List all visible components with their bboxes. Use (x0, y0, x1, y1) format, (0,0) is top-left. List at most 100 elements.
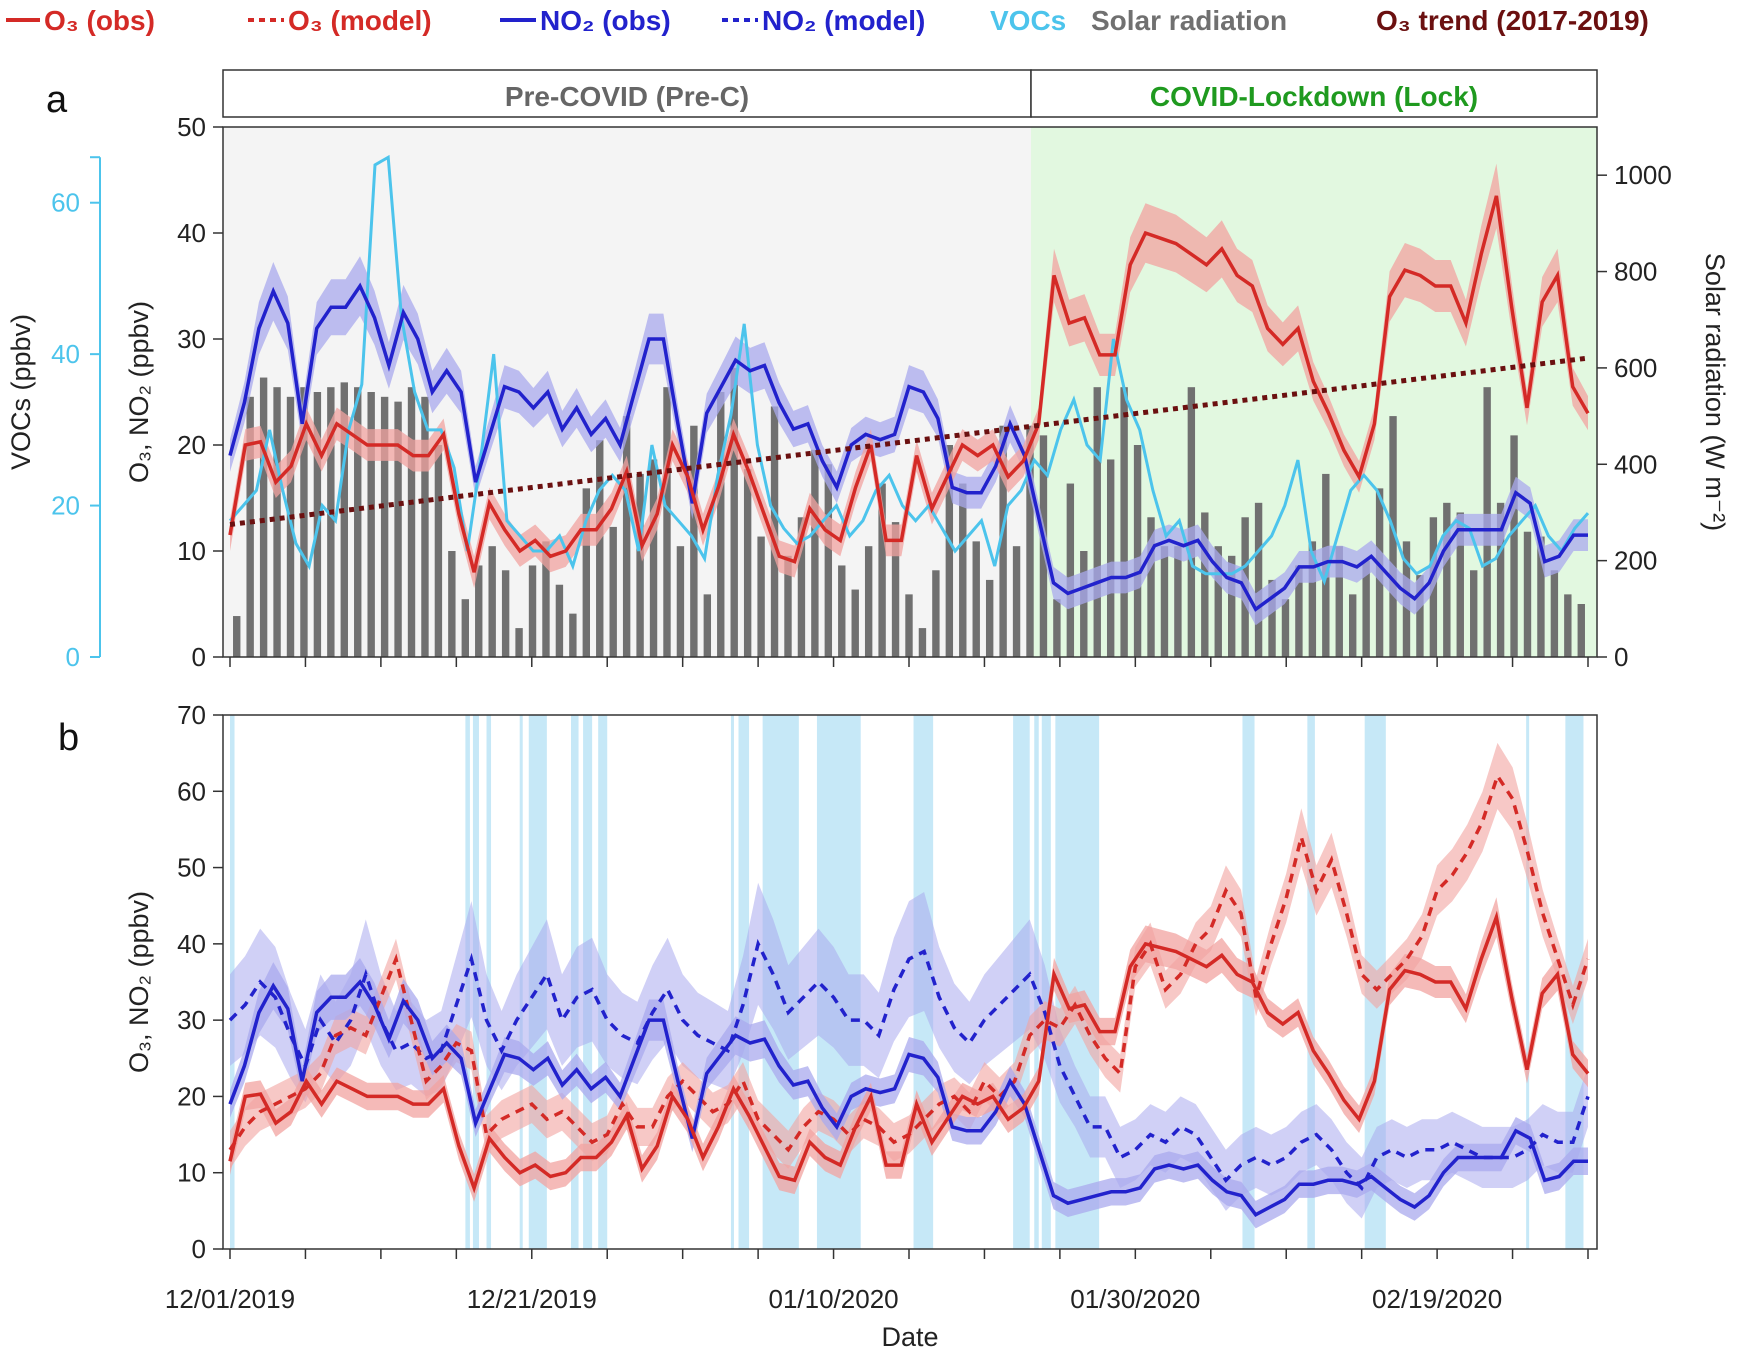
no2-model-line (228, 938, 1590, 1191)
solar-bar (1537, 536, 1545, 657)
solar-bar (1093, 387, 1101, 657)
pre-covid-label: Pre-COVID (Pre-C) (505, 81, 749, 112)
solar-bar (676, 546, 685, 657)
rain-period (1526, 715, 1530, 1249)
x-tick-label: 12/21/2019 (467, 1284, 597, 1314)
solar-bar (838, 565, 846, 657)
solar-bar (1066, 483, 1075, 657)
lockdown-label: COVID-Lockdown (Lock) (1150, 81, 1478, 112)
left-tick-label-b: 10 (177, 1158, 206, 1188)
solar-bar (1295, 565, 1303, 657)
solar-bar (1160, 546, 1169, 657)
solar-bar (649, 459, 658, 657)
solar-bar (569, 613, 577, 657)
legend-solar: Solar radiation (1091, 5, 1287, 36)
solar-bar (1106, 459, 1115, 657)
solar-bar (421, 396, 429, 657)
left-tick-label-a: 20 (177, 430, 206, 460)
panel-b-axes: 0 10 20 30 40 50 60 70 12/01/2019 12/21/2019 01/10… (165, 700, 1589, 1314)
solar-bar (932, 570, 940, 657)
panel-a-series (228, 154, 1590, 612)
solar-bar (1416, 575, 1424, 657)
left-tick-label-a: 10 (177, 536, 206, 566)
solar-bar (959, 483, 967, 657)
solar-bar (1268, 579, 1276, 657)
x-tick-label: 02/19/2020 (1372, 1284, 1502, 1314)
solar-tick-label: 0 (1614, 642, 1628, 672)
solar-bar (784, 555, 792, 657)
x-tick-label: 01/30/2020 (1070, 1284, 1200, 1314)
left-tick-label-b: 0 (192, 1234, 206, 1264)
period-header: Pre-COVID (Pre-C) COVID-Lockdown (Lock) (222, 69, 1598, 118)
no2-obs-line (228, 979, 1588, 1217)
solar-bar (878, 483, 886, 657)
rain-period (730, 715, 734, 1249)
o3-trend-line (229, 355, 1589, 527)
panel-a-frame (222, 126, 1598, 658)
solar-tick-label: 200 (1614, 546, 1657, 576)
solar-bar (1254, 502, 1263, 657)
solar-bar (945, 445, 954, 657)
vocs-tick-label: 20 (51, 491, 80, 521)
left-tick-label-a: 0 (192, 642, 206, 672)
solar-bar (394, 401, 402, 657)
solar-bar (300, 387, 308, 657)
solar-bar (1335, 546, 1343, 657)
panel-a-letter: a (46, 79, 68, 121)
solar-bar (259, 377, 268, 657)
o3-obs-line (228, 195, 1590, 573)
vocs-axis-label: VOCs (ppbv) (6, 314, 36, 470)
solar-bar (918, 628, 927, 657)
solar-bar (407, 387, 416, 657)
x-axis-label: Date (881, 1322, 938, 1352)
solar-bar (1120, 387, 1128, 657)
solar-bar (528, 565, 537, 657)
solar-bar (596, 440, 604, 657)
legend: O₃ (obs) O₃ (model) NO₂ (obs) NO₂ (model… (6, 5, 1649, 36)
solar-bar (1564, 594, 1572, 657)
solar-bar (1053, 599, 1061, 657)
solar-bar (501, 570, 510, 657)
solar-bar (1227, 555, 1236, 657)
solar-bar (233, 616, 241, 657)
vocs-line (228, 154, 1590, 586)
panel-b: 0 10 20 30 40 50 60 70 12/01/2019 12/21/2019 01/10… (124, 700, 1598, 1352)
left-tick-label-a: 50 (177, 112, 206, 142)
left-tick-label-b: 60 (177, 776, 206, 806)
solar-bar (864, 546, 873, 657)
solar-bar (1349, 594, 1357, 657)
solar-bar (851, 589, 859, 657)
solar-bar (1281, 599, 1290, 657)
solar-bar (663, 387, 671, 657)
no2-obs-line (228, 282, 1588, 612)
x-tick-label: 01/10/2020 (768, 1284, 898, 1314)
legend-o3-model: O₃ (model) (288, 5, 432, 36)
solar-bar (273, 387, 281, 657)
solar-bar (1443, 502, 1451, 657)
solar-bar (730, 367, 738, 657)
vocs-tick-label: 40 (51, 339, 80, 369)
solar-bar (354, 387, 362, 657)
left-tick-label-b: 30 (177, 1005, 206, 1035)
left-tick-label-a: 30 (177, 324, 206, 354)
left-tick-label-a: 40 (177, 218, 206, 248)
solar-bar (1308, 541, 1317, 657)
solar-bar (515, 628, 523, 657)
panel-b-letter: b (58, 717, 79, 759)
solar-tick-label: 1000 (1614, 160, 1672, 190)
legend-o3-obs: O₃ (obs) (44, 5, 155, 36)
left-tick-label-b: 50 (177, 853, 206, 883)
solar-bar (797, 517, 806, 657)
solar-bar (1496, 502, 1505, 657)
solar-bar (340, 382, 348, 657)
solar-tick-label: 600 (1614, 353, 1657, 383)
solar-bar (985, 579, 994, 657)
solar-bar (717, 392, 725, 657)
solar-bar (327, 387, 335, 657)
panel-a: Pre-COVID (Pre-C) COVID-Lockdown (Lock) … (6, 69, 1730, 672)
solar-bar (757, 536, 765, 657)
o3-obs-band (230, 897, 1588, 1202)
solar-bar (461, 599, 469, 657)
solar-tick-label: 400 (1614, 449, 1657, 479)
